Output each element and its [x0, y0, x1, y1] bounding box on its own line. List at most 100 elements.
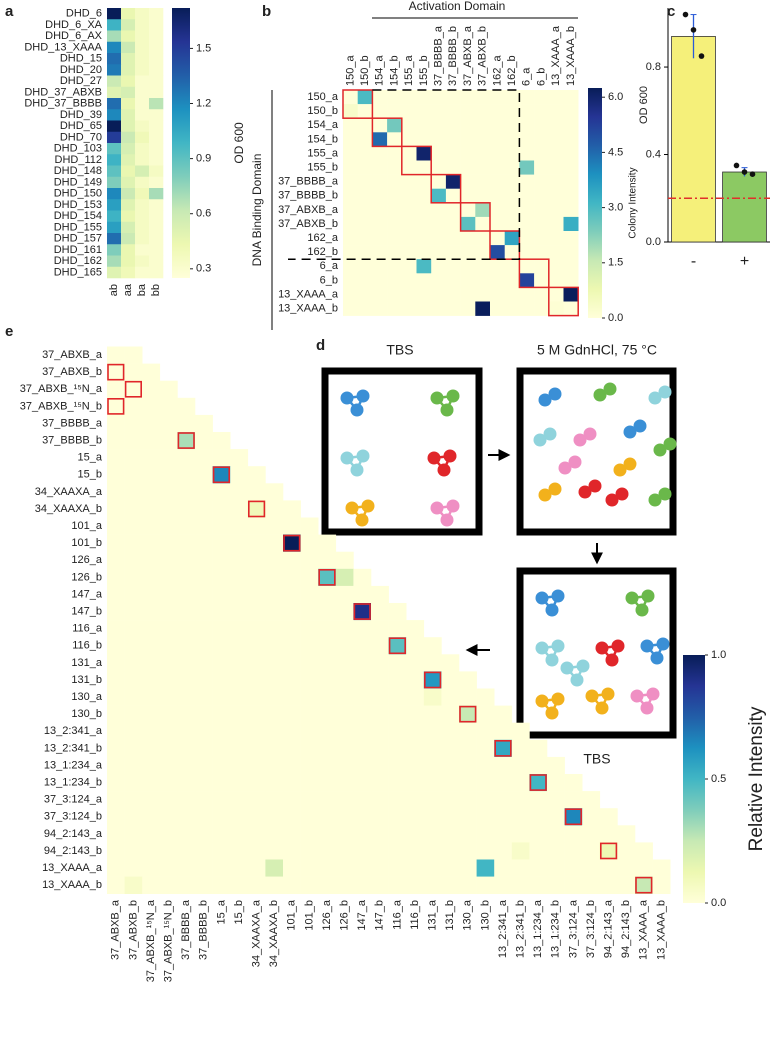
residue [356, 389, 370, 403]
heat-cell [445, 231, 461, 246]
heat-cell [547, 825, 565, 843]
heat-cell [121, 244, 136, 256]
heat-cell [460, 301, 476, 316]
heat-cell [387, 259, 403, 274]
heat-cell [372, 160, 388, 175]
heat-cell [652, 859, 671, 877]
heat-cell [135, 75, 150, 88]
heat-cell [283, 842, 301, 860]
heat-cell [617, 825, 636, 843]
heat-cell [318, 722, 337, 741]
heat-cell [159, 568, 178, 587]
row-label: 6_b [320, 274, 338, 286]
heat-cell [142, 808, 161, 826]
heat-cell [519, 160, 535, 175]
heat-cell [563, 273, 579, 288]
row-label: 101_a [71, 520, 102, 532]
heat-cell [195, 654, 213, 672]
residue [605, 653, 619, 667]
heat-cell [353, 654, 372, 672]
colorbar-label: OD 600 [232, 122, 246, 164]
highlight-box [494, 739, 512, 757]
heat-cell [230, 534, 249, 552]
heat-cell [107, 876, 125, 894]
heat-cell [177, 825, 196, 843]
heat-cell [177, 397, 196, 416]
heat-cell [107, 568, 125, 587]
y-tick-label: 0.4 [646, 148, 661, 160]
heat-cell [124, 466, 143, 484]
heat-cell [519, 245, 535, 260]
row-label: 131_b [71, 674, 102, 686]
residue [446, 499, 460, 513]
heat-cell [343, 160, 358, 175]
heat-cell [459, 842, 477, 860]
column-label: 13_XAAA_b [655, 900, 667, 960]
heat-cell [159, 825, 178, 843]
heat-cell [177, 876, 196, 894]
heat-cell [460, 160, 476, 175]
heat-cell [230, 637, 249, 655]
heat-cell [406, 756, 425, 775]
row-label: DHD_161 [54, 244, 102, 256]
heat-cell [401, 188, 417, 204]
heat-cell [335, 756, 354, 775]
row-label: 37_ABXB_¹⁵N_a [20, 383, 103, 395]
heat-cell [107, 637, 125, 655]
heat-cell [401, 160, 417, 175]
heat-cell [124, 688, 143, 706]
colorbar-tick-label: 0.5 [711, 773, 726, 785]
heat-cell [283, 585, 301, 604]
heat-cell [387, 231, 403, 246]
row-label: DHD_165 [54, 266, 102, 278]
heat-cell [406, 859, 425, 877]
heat-cell [357, 301, 373, 316]
heat-cell [445, 146, 461, 161]
heat-cell [335, 774, 354, 792]
heat-cell [247, 551, 266, 570]
heat-cell [142, 414, 161, 433]
heat-cell [519, 231, 535, 246]
heat-cell [107, 19, 122, 31]
heat-cell [230, 756, 249, 775]
heat-cell [230, 585, 249, 604]
column-label: 37_BBBB_a [180, 899, 192, 960]
heat-cell [265, 791, 284, 809]
residue [551, 589, 565, 603]
residue [430, 391, 444, 405]
heat-cell [547, 859, 565, 877]
heat-cell [121, 8, 136, 20]
row-label: 150_b [307, 105, 338, 117]
heat-cell [177, 671, 196, 689]
column-label: 94_2:143_b [620, 900, 632, 958]
heat-cell [124, 842, 143, 860]
heat-cell [265, 671, 284, 689]
heat-cell [563, 160, 579, 175]
heat-cell [460, 174, 476, 189]
heat-cell [441, 808, 460, 826]
heat-cell [388, 876, 407, 894]
heat-cell [460, 245, 476, 260]
heat-cell [388, 620, 407, 638]
heat-cell [159, 637, 178, 655]
heat-cell [107, 199, 122, 211]
heat-cell [247, 774, 266, 792]
row-label: 94_2:143_b [44, 845, 102, 857]
residue [585, 689, 599, 703]
heat-cell [195, 825, 213, 843]
heat-cell [548, 301, 564, 316]
heat-cell [519, 118, 535, 133]
heat-cell [353, 774, 372, 792]
highlight-box [635, 876, 653, 894]
heat-cell [441, 774, 460, 792]
heat-cell [343, 104, 358, 119]
residue [533, 433, 547, 447]
row-label: DHD_155 [54, 221, 102, 233]
residue [576, 659, 590, 673]
heat-cell [230, 842, 249, 860]
heat-cell [212, 620, 231, 638]
heat-cell [406, 654, 425, 672]
heat-cell [388, 808, 407, 826]
heat-cell [372, 104, 388, 119]
heat-cell [460, 231, 476, 246]
